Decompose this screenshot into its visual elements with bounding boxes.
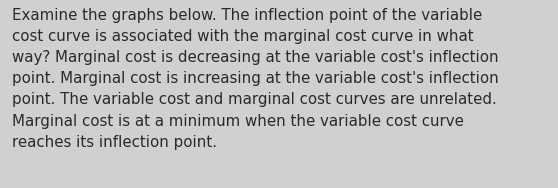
Text: Examine the graphs below. The inflection point of the variable
cost curve is ass: Examine the graphs below. The inflection… <box>12 8 499 150</box>
